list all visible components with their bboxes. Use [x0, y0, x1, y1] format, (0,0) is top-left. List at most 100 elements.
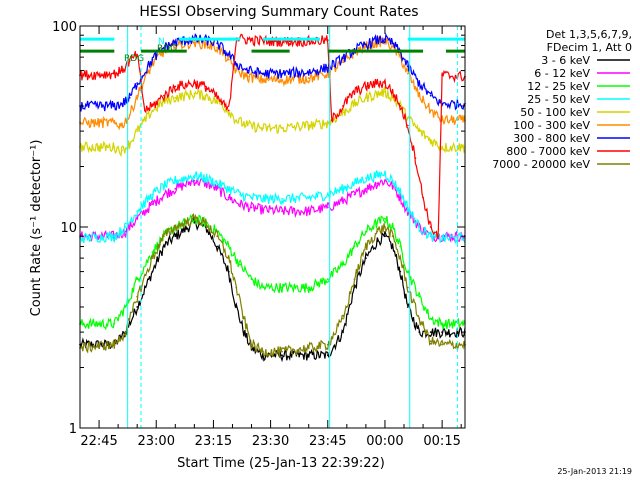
series-7-point-27	[406, 124, 409, 127]
series-1-point-14	[281, 210, 283, 213]
series-2-point-11	[239, 263, 242, 266]
series-8-point-20	[365, 245, 367, 248]
series-line-3	[79, 169, 466, 245]
series-8-point-23	[391, 235, 394, 238]
series-1-point-13	[262, 208, 264, 211]
series-5-point-10	[216, 46, 219, 49]
series-5-point-16	[307, 77, 310, 80]
series-0-point-5	[163, 245, 165, 248]
series-3-point-13	[262, 198, 264, 200]
series-2-point-25	[418, 295, 421, 298]
series-7-point-21	[353, 91, 356, 93]
series-3-point-24	[406, 206, 409, 209]
legend: Det 1,3,5,6,7,9,FDecim 1, Att 03 - 6 keV…	[492, 28, 632, 171]
series-4-point-9	[204, 94, 207, 97]
series-3-point-18	[353, 182, 356, 185]
series-8-point-11	[235, 286, 238, 289]
series-0-point-11	[235, 306, 238, 308]
series-4-point-26	[418, 130, 421, 133]
series-5-point-18	[342, 61, 344, 64]
series-2-point-22	[391, 226, 394, 228]
series-0-point-9	[216, 245, 219, 248]
series-3-point-19	[365, 177, 367, 180]
series-2-point-20	[376, 221, 379, 224]
series-3-point-23	[399, 190, 402, 193]
series-7-point-9	[193, 82, 196, 84]
series-3-point-7	[193, 174, 196, 177]
series-5-point-12	[235, 69, 238, 72]
series-4-point-18	[342, 111, 344, 114]
x-tick-label-4: 23:45	[309, 434, 346, 449]
series-2-point-17	[342, 263, 344, 266]
series-2-point-13	[262, 286, 264, 289]
series-5-point-11	[227, 58, 230, 61]
series-5-point-17	[326, 72, 329, 75]
series-7-point-25	[391, 91, 394, 93]
series-8-point-9	[216, 235, 219, 238]
series-1-point-11	[239, 203, 242, 206]
series-6-point-10	[216, 42, 219, 45]
series-6-point-18	[342, 57, 344, 60]
series-3-point-4	[151, 193, 154, 196]
series-6-point-12	[235, 62, 238, 65]
series-8-point-27	[429, 340, 432, 343]
x-axis-label: Start Time (25-Jan-13 22:39:22)	[177, 456, 385, 471]
series-6-point-23	[391, 42, 394, 45]
legend-label-8: 7000 - 20000 keV	[492, 158, 590, 171]
series-3-point-2	[124, 226, 127, 228]
series-5-point-4	[136, 94, 139, 97]
series-3-point-3	[136, 210, 139, 213]
series-0-point-15	[281, 354, 283, 357]
series-8-point-14	[262, 350, 264, 353]
series-4-point-12	[235, 119, 238, 122]
series-1-point-22	[391, 185, 394, 187]
series-3-point-5	[163, 185, 165, 187]
series-7-point-22	[365, 85, 367, 88]
series-2-point-4	[151, 251, 154, 254]
series-6-point-21	[376, 39, 379, 42]
series-1-point-3	[136, 217, 139, 220]
legend-label-3: 25 - 50 keV	[527, 93, 590, 106]
series-7-point-12	[227, 109, 230, 112]
series-2-point-18	[353, 245, 356, 248]
x-tick-label-6: 00:15	[423, 434, 460, 449]
series-0-point-12	[243, 331, 245, 333]
series-7-point-18	[326, 39, 329, 42]
series-5-point-3	[128, 114, 131, 117]
series-3-point-26	[429, 235, 432, 238]
legend-label-1: 6 - 12 keV	[534, 67, 590, 80]
x-tick-label-2: 23:15	[195, 434, 232, 449]
series-7-point-8	[174, 85, 177, 88]
series-2-point-21	[384, 217, 386, 220]
series-2-point-16	[326, 278, 329, 281]
series-2-point-14	[281, 286, 283, 289]
series-8-point-24	[399, 257, 402, 259]
y-tick-label-2: 100	[52, 20, 77, 35]
series-line-8	[79, 212, 466, 358]
series-1-point-20	[376, 182, 379, 185]
series-5-point-14	[262, 78, 264, 81]
legend-label-5: 100 - 300 keV	[513, 119, 590, 132]
series-6-point-1	[113, 105, 116, 107]
series-0-point-26	[418, 331, 421, 333]
series-8-point-4	[151, 257, 154, 259]
series-7-point-23	[376, 82, 379, 84]
series-2-point-24	[406, 270, 409, 273]
legend-title-line-0: Det 1,3,5,6,7,9,	[546, 28, 632, 41]
series-4-point-1	[113, 146, 116, 148]
series-7-point-20	[342, 105, 344, 107]
series-1-point-10	[227, 196, 230, 199]
series-3-point-17	[342, 187, 344, 190]
series-4-point-20	[365, 96, 367, 99]
series-5-point-24	[399, 56, 402, 58]
series-7-point-3	[128, 60, 131, 62]
series-8-point-6	[174, 226, 177, 228]
series-2-point-1	[113, 322, 116, 325]
series-1-point-21	[384, 179, 386, 182]
series-2-point-27	[441, 322, 443, 325]
series-4-point-8	[193, 92, 196, 95]
series-2-point-19	[365, 230, 367, 233]
series-4-point-3	[128, 142, 131, 145]
series-7-point-29	[422, 196, 424, 199]
series-6-point-16	[307, 71, 310, 73]
